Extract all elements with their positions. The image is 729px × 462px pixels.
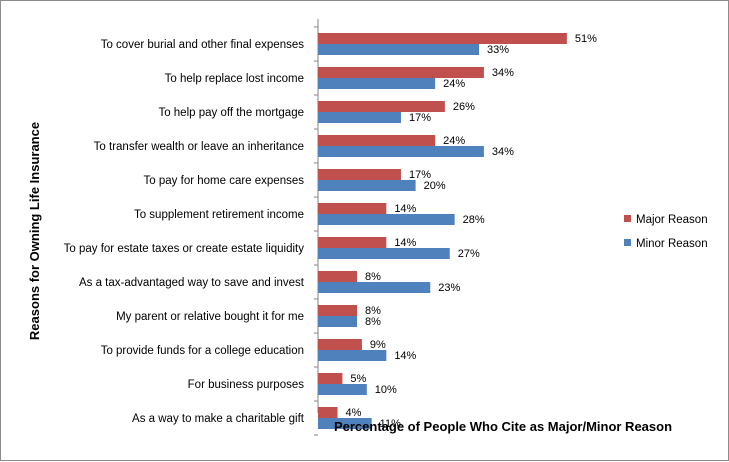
data-label: 24% — [443, 135, 465, 147]
major-reason-bar — [318, 339, 362, 350]
data-label: 34% — [492, 67, 514, 79]
minor-reason-bar — [318, 316, 358, 327]
minor-reason-bar — [318, 350, 387, 361]
minor-reason-bar — [318, 384, 367, 395]
data-label: 27% — [458, 248, 480, 260]
bars-group: 51%33%34%24%26%17%24%34%17%20%14%28%14%2… — [318, 33, 597, 430]
legend: Major Reason Minor Reason — [624, 214, 708, 250]
major-reason-bar — [318, 373, 343, 384]
legend-swatch — [624, 215, 631, 222]
major-reason-bar — [318, 169, 401, 180]
data-label: 23% — [438, 282, 460, 294]
minor-reason-bar — [318, 418, 372, 429]
data-label: 26% — [453, 101, 475, 113]
major-reason-bar — [318, 305, 358, 316]
minor-reason-bar — [318, 146, 484, 157]
major-reason-bar — [318, 67, 484, 78]
legend-label: Major Reason — [636, 214, 708, 226]
major-reason-bar — [318, 237, 387, 248]
category-label: To cover burial and other final expenses — [101, 39, 305, 51]
minor-reason-bar — [318, 248, 450, 259]
y-axis-title: Reasons for Owning Life Insurance — [27, 122, 42, 340]
minor-reason-bar — [318, 214, 455, 225]
minor-reason-bar — [318, 44, 480, 55]
data-label: 4% — [346, 407, 362, 419]
category-label: To help pay off the mortgage — [158, 107, 304, 119]
data-label: 9% — [370, 339, 386, 351]
category-label: To pay for home care expenses — [144, 175, 305, 187]
category-label: To provide funds for a college education — [101, 345, 304, 357]
data-label: 11% — [380, 418, 401, 430]
data-label: 17% — [409, 112, 431, 124]
data-label: 14% — [394, 350, 416, 362]
data-label: 8% — [365, 316, 381, 328]
data-label: 8% — [365, 271, 381, 283]
data-label: 24% — [443, 78, 465, 90]
minor-reason-bar — [318, 282, 431, 293]
category-label: To help replace lost income — [165, 73, 304, 85]
category-label: To transfer wealth or leave an inheritan… — [94, 141, 304, 153]
data-label: 33% — [487, 44, 509, 56]
minor-reason-bar — [318, 112, 401, 123]
data-label: 51% — [575, 33, 597, 45]
category-label: To pay for estate taxes or create estate… — [64, 243, 305, 255]
data-label: 14% — [394, 203, 416, 215]
major-reason-bar — [318, 271, 358, 282]
data-label: 5% — [350, 373, 366, 385]
data-label: 10% — [375, 384, 397, 396]
minor-reason-bar — [318, 78, 436, 89]
major-reason-bar — [318, 407, 338, 418]
major-reason-bar — [318, 203, 387, 214]
data-label: 20% — [424, 180, 446, 192]
category-label: As a way to make a charitable gift — [132, 413, 305, 425]
category-labels: To cover burial and other final expenses… — [64, 26, 318, 436]
data-label: 14% — [394, 237, 416, 249]
major-reason-bar — [318, 33, 567, 44]
data-label: 34% — [492, 146, 514, 158]
minor-reason-bar — [318, 180, 416, 191]
data-label: 8% — [365, 305, 381, 317]
category-label: As a tax-advantaged way to save and inve… — [79, 277, 305, 289]
category-label: For business purposes — [188, 379, 305, 391]
data-label: 17% — [409, 169, 431, 181]
major-reason-bar — [318, 101, 445, 112]
major-reason-bar — [318, 135, 436, 146]
category-label: My parent or relative bought it for me — [116, 311, 304, 323]
legend-label: Minor Reason — [636, 238, 708, 250]
x-axis-title: Percentage of People Who Cite as Major/M… — [334, 419, 672, 434]
data-label: 28% — [463, 214, 485, 226]
category-label: To supplement retirement income — [134, 209, 304, 221]
legend-swatch — [624, 239, 631, 246]
